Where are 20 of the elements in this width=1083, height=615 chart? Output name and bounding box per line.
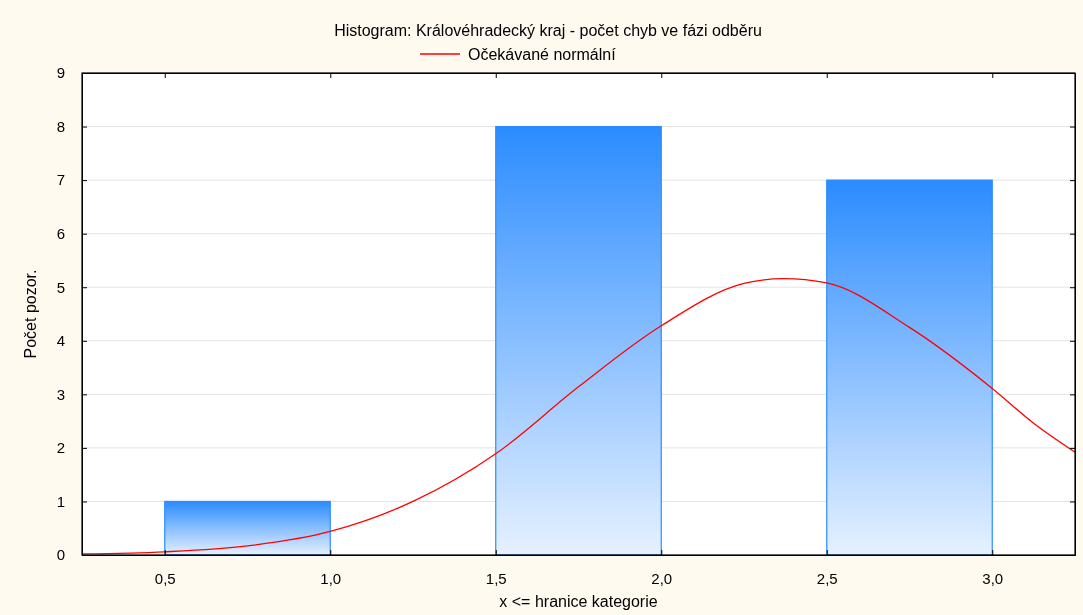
y-axis-title: Počet pozor. [22,269,39,359]
y-tick-label: 8 [56,117,65,135]
x-tick-label: 2,5 [816,570,838,587]
y-tick-label: 4 [56,332,65,350]
y-tick-label: 1 [56,492,65,510]
y-tick-label: 0 [56,546,65,564]
y-tick-label: 2 [56,439,65,457]
y-tick-label: 9 [56,64,65,82]
legend-label: Očekávané normální [468,46,617,63]
y-tick-label: 5 [56,278,65,296]
x-tick-label: 0,5 [154,570,176,587]
y-tick-label: 3 [56,385,65,403]
chart-title: Histogram: Královéhradecký kraj - počet chyb ve fázi odběru [334,22,762,39]
x-tick-label: 1,0 [320,570,342,587]
x-axis-title: x <= hranice kategorie [499,593,658,610]
y-tick-label: 7 [56,171,65,189]
x-tick-label: 1,5 [485,570,507,587]
x-tick-label: 2,0 [651,570,673,587]
x-tick-label: 3,0 [982,570,1004,587]
y-tick-label: 6 [56,224,65,242]
